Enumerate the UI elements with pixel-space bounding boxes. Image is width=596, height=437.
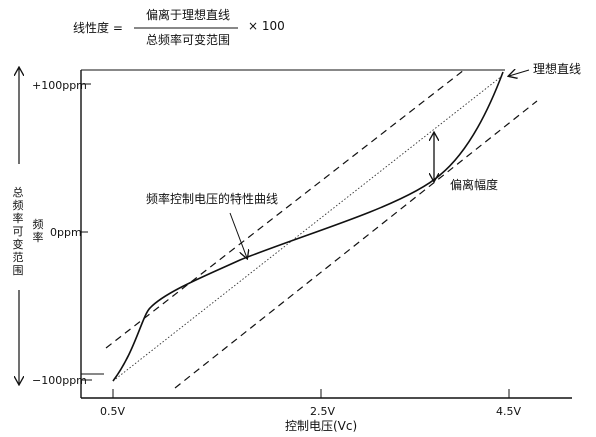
total-range-label: 总频率可变范围 — [12, 186, 24, 277]
formula-numerator: 偏离于理想直线 — [146, 8, 231, 22]
y-tick-minus100: −100ppm — [32, 374, 87, 387]
deviation-label: 偏离幅度 — [450, 178, 499, 192]
lower-envelope-line — [174, 100, 538, 389]
formula-denominator: 总频率可变范围 — [146, 33, 231, 47]
formula-lhs: 线性度 = — [73, 21, 123, 35]
x-tick-2-5v: 2.5V — [310, 405, 336, 418]
x-axis-label: 控制电压(Vc) — [285, 419, 358, 433]
formula-multiplier: × 100 — [248, 19, 285, 33]
ideal-line — [112, 75, 503, 382]
upper-envelope-line — [105, 69, 465, 349]
x-tick-4-5v: 4.5V — [496, 405, 522, 418]
ideal-line-label: 理想直线 — [533, 62, 582, 76]
x-tick-0-5v: 0.5V — [100, 405, 126, 418]
y-axis-label: 频率 — [32, 218, 44, 244]
ideal-line-pointer-arrow — [509, 70, 530, 76]
curve-label: 频率控制电压的特性曲线 — [146, 192, 279, 206]
curve-pointer-arrow — [229, 212, 247, 258]
characteristic-curve — [112, 71, 504, 382]
y-tick-zero: 0ppm — [50, 226, 82, 239]
y-tick-plus100: +100ppm — [32, 79, 87, 92]
